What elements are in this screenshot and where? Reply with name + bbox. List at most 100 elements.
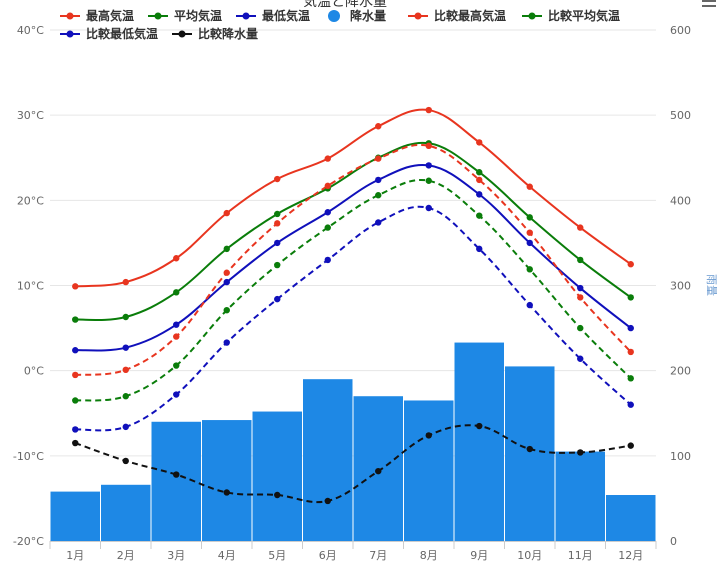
legend-item[interactable]: 平均気温 (148, 8, 222, 23)
precipitation-bar[interactable] (202, 420, 252, 541)
series-point[interactable] (223, 306, 230, 314)
series-point[interactable] (324, 209, 331, 216)
series-point[interactable] (72, 426, 79, 433)
series-point[interactable] (72, 316, 79, 323)
precipitation-bar[interactable] (101, 484, 151, 541)
series-point[interactable] (627, 442, 634, 449)
series-point[interactable] (72, 397, 79, 404)
series-point[interactable] (72, 283, 79, 290)
series-point[interactable] (476, 245, 483, 253)
series-point[interactable] (122, 344, 129, 351)
precipitation-bar[interactable] (555, 451, 606, 541)
series-point[interactable] (173, 321, 180, 328)
series-point[interactable] (274, 239, 281, 247)
series-point[interactable] (425, 106, 432, 114)
series-point[interactable] (476, 212, 483, 219)
legend-item[interactable]: 降水量 (328, 8, 386, 23)
legend-item[interactable]: 比較平均気温 (522, 8, 620, 23)
precipitation-bar[interactable] (606, 495, 656, 541)
series-point[interactable] (375, 176, 382, 184)
series-point[interactable] (173, 471, 180, 478)
series-point[interactable] (223, 489, 230, 496)
series-point[interactable] (577, 284, 584, 292)
series-point[interactable] (425, 177, 432, 184)
series-point[interactable] (627, 261, 634, 268)
series-point[interactable] (577, 294, 584, 301)
precipitation-bar[interactable] (404, 400, 454, 541)
series-point[interactable] (526, 239, 533, 247)
series-point[interactable] (324, 256, 331, 264)
series-point[interactable] (274, 175, 281, 183)
series-point[interactable] (375, 123, 382, 130)
series-point[interactable] (526, 445, 533, 453)
series-point[interactable] (476, 176, 483, 184)
series-point[interactable] (274, 491, 281, 499)
legend-item[interactable]: 比較降水量 (172, 26, 258, 41)
series-point[interactable] (72, 439, 79, 447)
series-point[interactable] (526, 214, 533, 221)
legend-item[interactable]: 比較最低気温 (60, 26, 158, 41)
series-point[interactable] (173, 362, 180, 369)
series-point[interactable] (526, 229, 533, 236)
series-point[interactable] (223, 278, 230, 286)
series-point[interactable] (173, 391, 180, 398)
series-point[interactable] (173, 289, 180, 296)
series-point[interactable] (577, 224, 584, 231)
series-point[interactable] (526, 183, 533, 190)
series-point[interactable] (274, 220, 281, 227)
series-point[interactable] (425, 142, 432, 150)
series-point[interactable] (425, 432, 432, 439)
series-point[interactable] (425, 162, 432, 169)
series-point[interactable] (476, 169, 483, 176)
series-point[interactable] (223, 269, 230, 276)
series-point[interactable] (122, 313, 129, 321)
series-point[interactable] (122, 457, 129, 465)
series-point[interactable] (122, 278, 129, 286)
series-point[interactable] (122, 423, 129, 431)
series-point[interactable] (274, 210, 281, 218)
precipitation-bar[interactable] (505, 366, 555, 541)
series-point[interactable] (72, 371, 79, 379)
precipitation-bar[interactable] (50, 491, 101, 541)
series-point[interactable] (526, 266, 533, 273)
series-point[interactable] (375, 192, 382, 199)
series-point[interactable] (627, 375, 634, 382)
series-point[interactable] (627, 401, 634, 408)
series-point[interactable] (375, 219, 382, 226)
series-point[interactable] (274, 261, 281, 269)
series-point[interactable] (627, 348, 634, 356)
series-point[interactable] (425, 204, 432, 212)
precipitation-bar[interactable] (252, 411, 303, 541)
series-point[interactable] (375, 155, 382, 162)
series-point[interactable] (223, 245, 230, 253)
series-point[interactable] (173, 333, 180, 340)
series-point[interactable] (627, 324, 634, 332)
series-point[interactable] (223, 339, 230, 346)
series-point[interactable] (223, 209, 230, 217)
precipitation-bar[interactable] (454, 342, 505, 541)
hamburger-menu-icon[interactable] (702, 0, 716, 7)
series-point[interactable] (526, 301, 533, 309)
series-point[interactable] (173, 255, 180, 262)
series-point[interactable] (476, 139, 483, 146)
legend-item[interactable]: 最低気温 (236, 8, 310, 23)
series-point[interactable] (577, 256, 584, 264)
series-point[interactable] (324, 224, 331, 231)
series-point[interactable] (122, 393, 129, 400)
series-point[interactable] (72, 347, 79, 354)
series-point[interactable] (577, 324, 584, 332)
precipitation-bar[interactable] (303, 379, 353, 541)
series-point[interactable] (274, 295, 281, 303)
series-point[interactable] (577, 355, 584, 362)
series-point[interactable] (324, 155, 331, 162)
series-point[interactable] (324, 497, 331, 505)
series-point[interactable] (476, 422, 483, 430)
series-point[interactable] (122, 366, 129, 374)
legend-item[interactable]: 比較最高気温 (408, 8, 506, 23)
series-point[interactable] (375, 467, 382, 475)
series-point[interactable] (476, 191, 483, 198)
legend-item[interactable]: 最高気温 (60, 8, 134, 23)
series-point[interactable] (577, 449, 584, 456)
series-point[interactable] (627, 294, 634, 301)
series-point[interactable] (324, 182, 331, 190)
